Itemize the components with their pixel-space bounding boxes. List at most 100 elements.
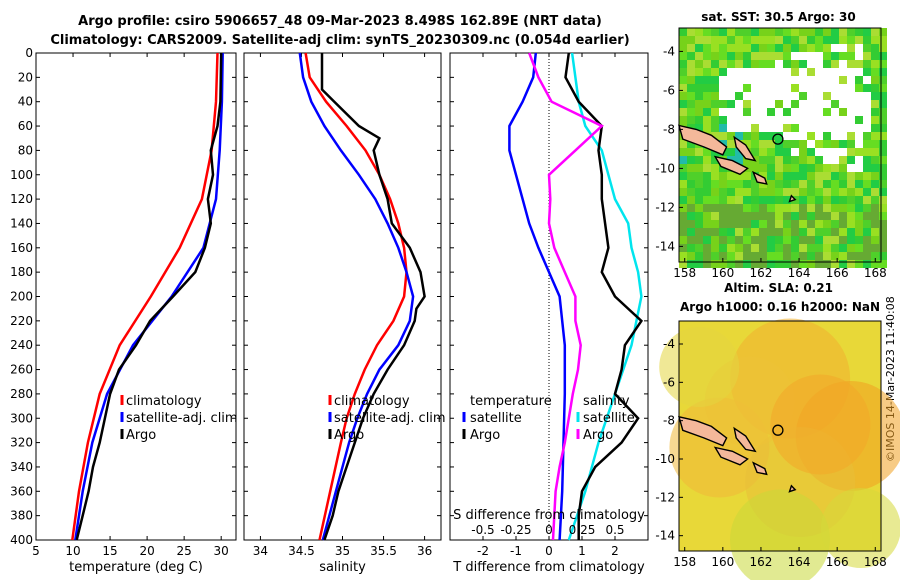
sst-cell [871, 172, 879, 180]
sst-cell [855, 180, 863, 188]
sst-cell [775, 172, 783, 180]
sst-cell [767, 252, 775, 260]
sst-cell [743, 100, 751, 108]
sst-cell [703, 236, 711, 244]
x-tick-label: 1 [578, 544, 586, 558]
sst-cell [703, 252, 711, 260]
sst-cell [775, 132, 783, 140]
sst-cell [823, 188, 831, 196]
sst-cell [751, 124, 759, 132]
sla-blob [820, 488, 900, 568]
sst-cell [839, 180, 847, 188]
sst-cell [783, 188, 791, 196]
sst-cell [783, 108, 791, 116]
sst-cell [799, 92, 807, 100]
sst-cell [799, 180, 807, 188]
sst-cell [679, 108, 687, 116]
sst-cell [727, 100, 735, 108]
sst-cell [767, 28, 775, 36]
sst-cell [871, 188, 879, 196]
y-tick-label: 80 [18, 143, 33, 157]
sst-cell [823, 164, 831, 172]
sst-cell [751, 36, 759, 44]
sst-cell [735, 60, 743, 68]
sst-cell [823, 28, 831, 36]
sst-cell [871, 44, 879, 52]
sst-cell [711, 204, 719, 212]
x-tick-label: 20 [139, 544, 154, 558]
sst-cell [879, 76, 887, 84]
map-y-tick-label: -12 [655, 490, 675, 504]
sst-cell [751, 180, 759, 188]
sst-cell [799, 172, 807, 180]
sst-cell [879, 44, 887, 52]
sst-cell [711, 236, 719, 244]
y-tick-label: 280 [10, 387, 33, 401]
sst-cell [831, 188, 839, 196]
sst-cell [879, 60, 887, 68]
sst-cell [823, 236, 831, 244]
sst-cell [775, 252, 783, 260]
sst-cell [711, 124, 719, 132]
sst-cell [719, 124, 727, 132]
sst-cell [719, 28, 727, 36]
sst-cell [687, 236, 695, 244]
sst-cell [719, 172, 727, 180]
sst-cell [711, 164, 719, 172]
y-tick-label: 360 [10, 484, 33, 498]
sst-cell [807, 244, 815, 252]
sst-cell [791, 260, 799, 268]
map-frame [678, 27, 882, 263]
sst-cell [743, 244, 751, 252]
sst-cell [767, 228, 775, 236]
sst-cell [695, 68, 703, 76]
sst-cell [815, 236, 823, 244]
y-tick-label: 20 [18, 70, 33, 84]
sst-cell [679, 236, 687, 244]
sst-cell [783, 204, 791, 212]
sst-cell [831, 172, 839, 180]
sst-cell [735, 252, 743, 260]
sst-cell [799, 260, 807, 268]
sst-cell [703, 100, 711, 108]
sst-cell [879, 252, 887, 260]
sst-cell [823, 244, 831, 252]
sst-cell [687, 52, 695, 60]
sst-cell [679, 140, 687, 148]
map-y-tick-label: -4 [663, 44, 675, 58]
sst-cell [879, 220, 887, 228]
sst-cell [847, 148, 855, 156]
sst-cell [743, 212, 751, 220]
top-tick-label: -0.5 [471, 523, 494, 537]
sst-cell [791, 220, 799, 228]
sst-cell [863, 196, 871, 204]
sla-map-title-1: Altim. SLA: 0.21 [724, 281, 833, 295]
sst-cell [759, 252, 767, 260]
sst-cell [783, 156, 791, 164]
sst-cell [743, 236, 751, 244]
sst-cell [823, 228, 831, 236]
sst-cell [831, 28, 839, 36]
sst-cell [727, 36, 735, 44]
map-x-tick-label: 162 [749, 555, 772, 569]
sst-cell [783, 172, 791, 180]
sst-cell [799, 148, 807, 156]
sst-cell [687, 164, 695, 172]
sst-cell [791, 84, 799, 92]
sst-cell [751, 140, 759, 148]
sst-cell [791, 252, 799, 260]
island-coastline [788, 484, 797, 493]
sst-cell [719, 132, 727, 140]
sst-cell [863, 172, 871, 180]
sst-cell [735, 156, 743, 164]
sst-cell [735, 228, 743, 236]
island-coastline [678, 124, 728, 156]
sst-cell [871, 28, 879, 36]
sst-cell [823, 52, 831, 60]
panel-2-frame [243, 52, 442, 541]
sst-cell [775, 28, 783, 36]
map-y-tick-label: -8 [663, 414, 675, 428]
sst-cell [703, 52, 711, 60]
panel-1-frame [35, 52, 237, 541]
sst-cell [831, 236, 839, 244]
